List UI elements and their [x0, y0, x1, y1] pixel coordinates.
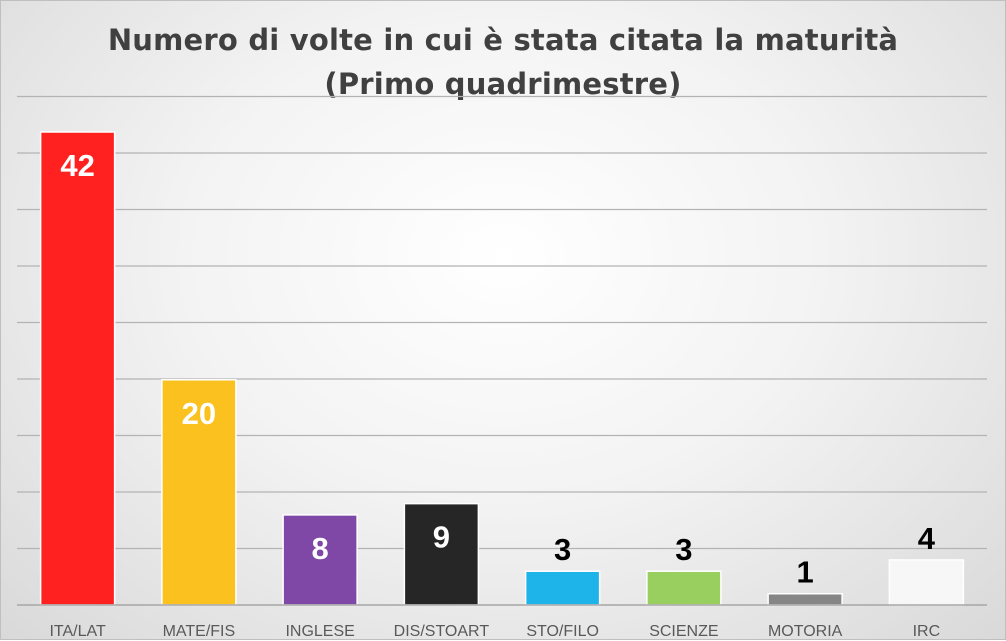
bar-inglese — [282, 514, 358, 606]
bar-scienze — [646, 570, 722, 606]
bar-ita-lat — [39, 131, 116, 606]
chart-subtitle: (Primo quadrimestre) — [324, 67, 682, 101]
category-label: ITA/LAT — [49, 623, 106, 640]
category-label: IRC — [913, 623, 941, 640]
data-label: 9 — [433, 520, 450, 555]
chart-title: Numero di volte in cui è stata citata la… — [107, 23, 899, 57]
category-label: SCIENZE — [649, 623, 718, 640]
data-label: 42 — [60, 148, 94, 183]
bar-dis-stoart — [403, 502, 480, 606]
bar-irc — [888, 559, 965, 606]
category-label: MOTORIA — [768, 623, 843, 640]
bar-motoria — [767, 592, 843, 606]
data-label: 8 — [312, 531, 329, 566]
bar-mate-fis — [161, 379, 237, 606]
data-label: 3 — [554, 532, 571, 567]
bar-sto-filo — [524, 570, 601, 606]
data-label: 20 — [182, 396, 216, 431]
data-label: 1 — [797, 555, 814, 590]
category-label: MATE/FIS — [163, 623, 236, 640]
category-label: DIS/STOART — [394, 623, 490, 640]
category-label: INGLESE — [285, 623, 354, 640]
data-label: 3 — [675, 532, 692, 567]
data-label: 4 — [918, 521, 936, 556]
category-label: STO/FILO — [526, 623, 599, 640]
